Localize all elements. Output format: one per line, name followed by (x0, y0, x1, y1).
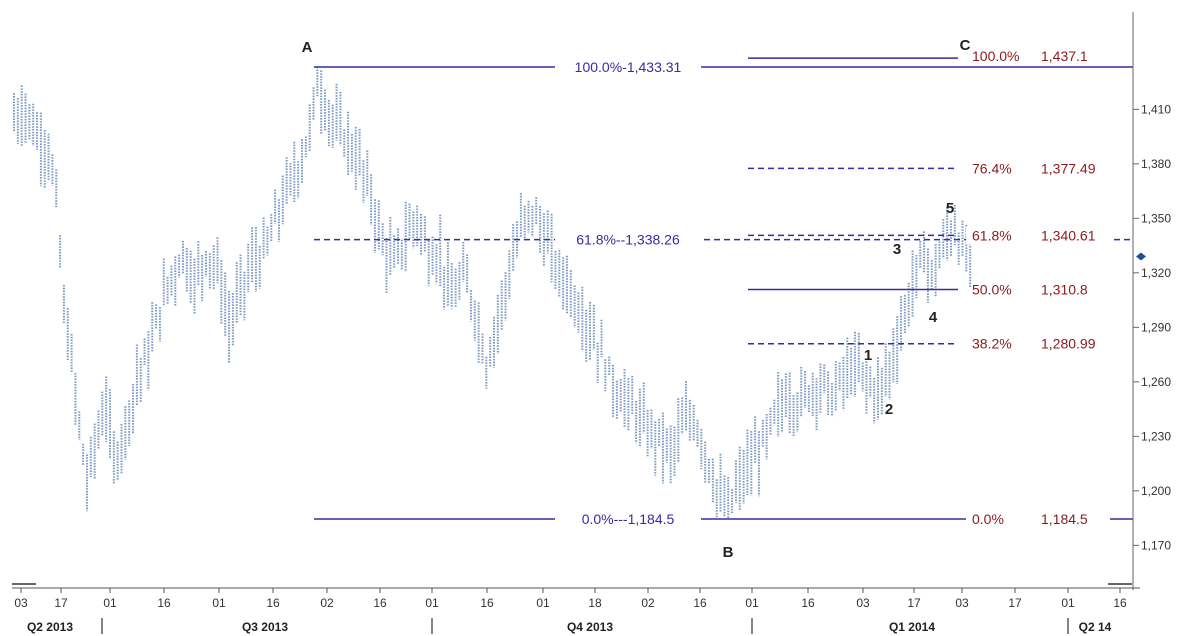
x-tick-label: 02 (320, 596, 334, 610)
fib-right-price-61-8: 1,340.61 (1041, 227, 1096, 243)
x-tick-label: 17 (907, 596, 921, 610)
x-tick-label: 16 (157, 596, 171, 610)
x-axis: 03 17 01 16 01 16 02 16 01 16 01 18 02 16 01 16 03 17 03 17… (12, 583, 1140, 634)
fib-right-pct-100-0: 100.0% (972, 48, 1019, 64)
x-tick-label: 16 (480, 596, 494, 610)
x-tick-label: 03 (955, 596, 969, 610)
fib-right-pct-38-2: 38.2% (972, 336, 1012, 352)
point-label-a: A (302, 39, 313, 56)
fib-right-price-100-0: 1,437.1 (1041, 48, 1088, 64)
price-bars (13, 66, 972, 518)
x-tick-label: 01 (212, 596, 226, 610)
y-tick-label: 1,380 (1141, 157, 1171, 171)
x-tick-label: 03 (856, 596, 870, 610)
point-label-b: B (723, 544, 734, 561)
fib-right-pct-50-0: 50.0% (972, 282, 1012, 298)
fib-right-price-76-4: 1,377.49 (1041, 160, 1096, 176)
y-tick-label: 1,230 (1141, 429, 1171, 443)
quarter-label: Q3 2013 (242, 620, 288, 634)
x-tick-label: 01 (103, 596, 117, 610)
y-tick-label: 1,320 (1141, 266, 1171, 280)
y-axis: 1,170 1,200 1,230 1,260 1,290 1,320 1,350 1,380… (1132, 12, 1171, 590)
x-tick-label: 01 (745, 596, 759, 610)
fib-left-label-100: 100.0%-1,433.31 (575, 59, 682, 75)
x-tick-label: 16 (1113, 596, 1127, 610)
fib-left-label-0: 0.0%---1,184.5 (582, 511, 675, 527)
quarter-label: Q1 2014 (889, 620, 935, 634)
wave-label-1: 1 (864, 347, 872, 364)
wave-label-2: 2 (885, 401, 893, 418)
x-tick-label: 02 (641, 596, 655, 610)
wave-label-5: 5 (946, 200, 954, 217)
fib-retracement-right: 100.0% 1,437.1 76.4% 1,377.49 61.8% 1,340.61 5… (748, 47, 1110, 528)
x-tick-label: 01 (1061, 596, 1075, 610)
fib-right-price-0-0: 1,184.5 (1041, 511, 1088, 527)
x-tick-label: 16 (266, 596, 280, 610)
y-tick-label: 1,290 (1141, 320, 1171, 334)
quarter-label: Q2 2013 (27, 620, 73, 634)
x-tick-label: 17 (1008, 596, 1022, 610)
x-tick-label: 16 (373, 596, 387, 610)
fib-right-pct-61-8: 61.8% (972, 227, 1012, 243)
x-tick-label: 01 (536, 596, 550, 610)
fib-right-price-38-2: 1,280.99 (1041, 336, 1096, 352)
y-tick-label: 1,410 (1141, 102, 1171, 116)
fib-left-label-61-8: 61.8%--1,338.26 (576, 232, 680, 248)
last-price-marker (1136, 252, 1146, 261)
x-tick-label: 17 (54, 596, 68, 610)
x-tick-label: 16 (801, 596, 815, 610)
quarter-label: Q2 14 (1079, 620, 1112, 634)
y-tick-label: 1,170 (1141, 538, 1171, 552)
y-tick-label: 1,260 (1141, 375, 1171, 389)
point-label-c: C (960, 37, 971, 54)
fib-right-pct-76-4: 76.4% (972, 160, 1012, 176)
x-tick-label: 01 (425, 596, 439, 610)
wave-label-3: 3 (893, 241, 901, 258)
x-tick-label: 03 (14, 596, 28, 610)
y-tick-label: 1,350 (1141, 211, 1171, 225)
fib-retracement-left: 100.0%-1,433.31 61.8%--1,338.26 0.0%---1… (314, 58, 1133, 528)
fib-right-pct-0-0: 0.0% (972, 511, 1004, 527)
wave-point-labels: A B C 1 2 3 4 5 (302, 37, 971, 561)
y-tick-label: 1,200 (1141, 484, 1171, 498)
quarter-label: Q4 2013 (567, 620, 613, 634)
fib-right-price-50-0: 1,310.8 (1041, 282, 1088, 298)
x-tick-label: 18 (588, 596, 602, 610)
wave-label-4: 4 (929, 309, 938, 326)
x-tick-label: 16 (693, 596, 707, 610)
